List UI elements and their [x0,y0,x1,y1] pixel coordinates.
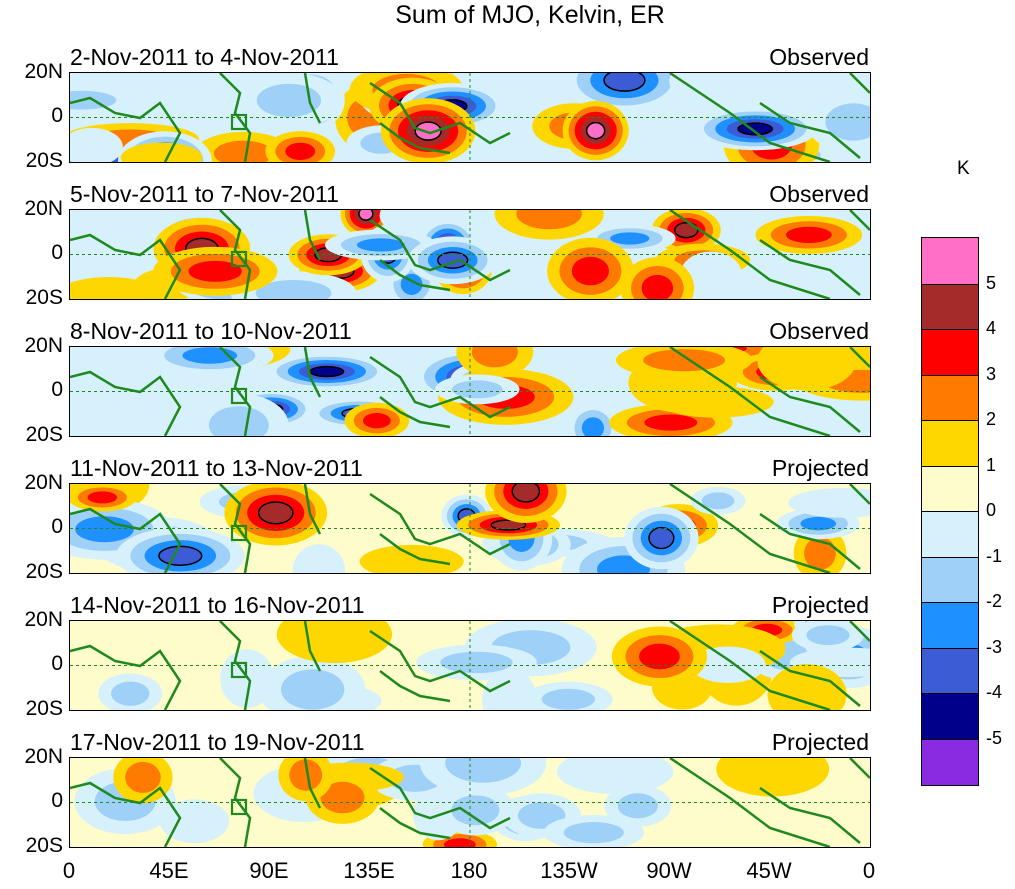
colorbar-swatch [922,647,978,694]
colorbar-tick-label: -4 [986,682,1003,702]
latitude-tick-label: 20N [24,745,63,768]
latitude-tick-label: 0 [51,515,63,538]
panel-status-label: Observed [769,318,869,344]
map-panel-5 [69,620,871,711]
longitude-tick-label: 135E [343,858,395,883]
panel-date-label: 8-Nov-2011 to 10-Nov-2011 [70,318,352,344]
map-panel-3 [69,346,871,437]
colorbar-swatch [922,329,978,376]
panel-date-label: 2-Nov-2011 to 4-Nov-2011 [70,44,339,70]
colorbar-swatch [922,511,978,558]
latitude-tick-label: 20N [24,334,63,357]
colorbar-tick-label: 0 [986,500,997,520]
latitude-tick-label: 20S [25,697,63,720]
latitude-tick-label: 20S [25,423,63,446]
colorbar-tick-label: 3 [986,363,997,384]
colorbar-swatch [922,556,978,603]
panel-date-label: 5-Nov-2011 to 7-Nov-2011 [70,181,339,207]
latitude-tick-label: 20N [24,608,63,631]
map-panel-4 [69,483,871,574]
latitude-tick-label: 20N [24,197,63,220]
colorbar-tick-label: -3 [986,636,1003,657]
longitude-tick-label: 180 [450,858,488,883]
colorbar [921,237,979,786]
longitude-tick-label: 90E [249,858,289,883]
longitude-tick-label: 0 [862,858,876,883]
latitude-tick-label: 20N [24,60,63,83]
map-panel-2 [69,209,871,300]
panel-date-label: 14-Nov-2011 to 16-Nov-2011 [70,592,365,618]
colorbar-swatch [922,693,978,740]
colorbar-unit: K [957,158,970,179]
latitude-tick-label: 0 [51,104,63,127]
longitude-tick-label: 135W [540,858,598,883]
colorbar-swatch [922,283,978,330]
panel-status-label: Projected [771,455,869,481]
longitude-tick-label: 45W [746,858,792,883]
latitude-tick-label: 20S [25,149,63,172]
colorbar-swatch [922,465,978,512]
colorbar-swatch [922,374,978,421]
figure-title: Sum of MJO, Kelvin, ER [395,1,665,29]
colorbar-swatch [922,420,978,467]
panel-status-label: Projected [771,729,869,755]
colorbar-swatch [922,602,978,649]
panel-status-label: Observed [769,44,869,70]
colorbar-swatch [922,738,978,785]
latitude-tick-label: 20S [25,834,63,857]
colorbar-tick-label: 4 [986,318,997,338]
map-panel-6 [69,757,871,848]
map-panel-1 [69,72,871,163]
colorbar-tick-label: -5 [986,727,1003,748]
panel-status-label: Observed [769,181,869,207]
latitude-tick-label: 20S [25,286,63,309]
longitude-tick-label: 0 [62,858,76,883]
panel-status-label: Projected [771,592,869,618]
colorbar-tick-label: -1 [986,545,1003,566]
panel-date-label: 11-Nov-2011 to 13-Nov-2011 [70,455,363,481]
colorbar-tick-label: 1 [986,454,997,475]
latitude-tick-label: 20S [25,560,63,583]
panel-date-label: 17-Nov-2011 to 19-Nov-2011 [70,729,365,755]
colorbar-tick-label: 2 [986,409,997,429]
latitude-tick-label: 0 [51,652,63,675]
latitude-tick-label: 20N [24,471,63,494]
latitude-tick-label: 0 [51,378,63,401]
colorbar-tick-label: 5 [986,272,997,293]
latitude-tick-label: 0 [51,241,63,264]
colorbar-swatch [922,238,978,284]
latitude-tick-label: 0 [51,789,63,812]
colorbar-tick-label: -2 [986,591,1003,611]
longitude-tick-label: 90W [646,858,692,883]
longitude-tick-label: 45E [149,858,189,883]
